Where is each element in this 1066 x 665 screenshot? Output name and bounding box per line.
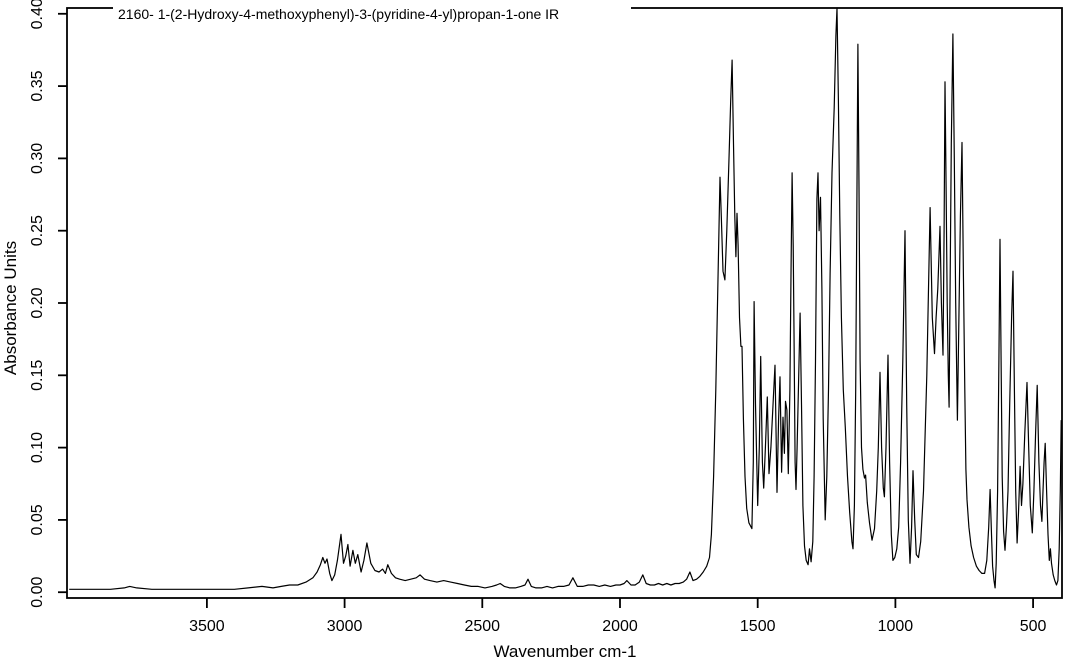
spectrum-trace-group [69,7,1062,590]
x-axis-tick-label: 2500 [464,618,500,635]
x-axis-tick-label: 1000 [878,618,914,635]
spectrum-trace [69,7,1062,590]
y-axis-tick-label: 0.30 [29,143,46,174]
y-axis-tick-label: 0.35 [29,70,46,101]
x-axis-tick-label: 500 [1020,618,1047,635]
y-axis-label: Absorbance Units [1,241,20,375]
y-axis-tick-label: 0.25 [29,215,46,246]
y-axis-tick-label: 0.15 [29,360,46,391]
y-axis-tick-label: 0.05 [29,504,46,535]
x-axis-label: Wavenumber cm-1 [494,642,637,661]
x-axis-tick-label: 3000 [327,618,363,635]
plot-area [67,8,1062,598]
title-background [113,2,631,14]
x-axis-tick-label: 2000 [602,618,638,635]
x-axis-ticks: 3500 3000 2500 2000 1500 1000 500 [189,598,1047,635]
y-axis-tick-label: 0.00 [29,577,46,608]
y-axis-tick-label: 0.40 [29,0,46,29]
x-axis-tick-label: 1500 [740,618,776,635]
y-axis-ticks: 0.00 0.05 0.10 0.15 0.20 0.25 0.30 0.35 0.40 [29,0,67,608]
y-axis-tick-label: 0.20 [29,287,46,318]
chart-title: 2160- 1-(2-Hydroxy-4-methoxyphenyl)-3-(p… [118,6,559,22]
x-axis-tick-label: 3500 [189,618,225,635]
y-axis-tick-label: 0.10 [29,432,46,463]
